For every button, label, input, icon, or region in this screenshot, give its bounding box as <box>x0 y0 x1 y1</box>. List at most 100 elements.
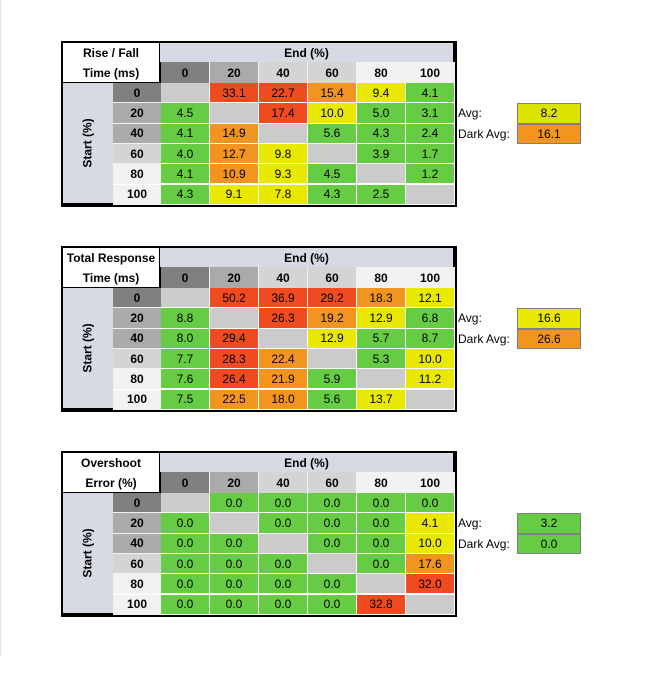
table-cell: 0.0 <box>357 553 406 575</box>
table-cell: 50.2 <box>210 288 259 309</box>
table-cell: 0.0 <box>161 574 210 595</box>
table-cell: 33.1 <box>210 83 259 104</box>
column-header: 0 <box>161 267 210 288</box>
table-cell: 10.0 <box>406 533 455 554</box>
table-cell: 7.6 <box>161 369 210 390</box>
table-cell <box>406 594 455 615</box>
column-header: 60 <box>308 267 357 288</box>
row-header: 0 <box>113 288 161 309</box>
table-cell: 0.0 <box>210 594 259 615</box>
table-cell <box>210 308 259 329</box>
end-axis-label: End (%) <box>160 246 455 267</box>
table-cell: 9.1 <box>210 184 259 205</box>
table-cell: 13.7 <box>357 389 406 410</box>
dark-avg-label: Dark Avg: <box>458 536 510 551</box>
table-cell: 12.9 <box>308 328 357 349</box>
table-title-line2: Time (ms) <box>82 65 140 80</box>
table-cell: 12.7 <box>210 143 259 165</box>
table-cell: 0.0 <box>357 493 406 514</box>
table-cell: 0.0 <box>308 513 357 534</box>
table-cell: 5.9 <box>308 369 357 390</box>
table-cell: 4.1 <box>161 164 210 185</box>
table-cell: 0.0 <box>161 533 210 554</box>
column-header: 80 <box>357 62 406 83</box>
table-cell: 26.3 <box>259 308 308 329</box>
table-cell: 3.1 <box>406 103 455 124</box>
table-cell: 0.0 <box>259 513 308 534</box>
table-cell: 28.3 <box>210 348 259 370</box>
column-header: 40 <box>259 267 308 288</box>
table-cell: 10.0 <box>406 348 455 370</box>
table-cell: 18.3 <box>357 288 406 309</box>
table-cell: 0.0 <box>259 574 308 595</box>
avg-label: Avg: <box>458 106 482 121</box>
table-cell: 29.4 <box>210 328 259 349</box>
table-cell: 4.3 <box>357 123 406 144</box>
table-cell: 19.2 <box>308 308 357 329</box>
table-cell: 21.9 <box>259 369 308 390</box>
column-header: 20 <box>210 472 259 493</box>
avg-label: Avg: <box>458 311 482 326</box>
table-cell: 1.7 <box>406 143 455 165</box>
table-title-line2: Error (%) <box>85 475 137 490</box>
table-cell: 2.5 <box>357 184 406 205</box>
row-header: 60 <box>113 348 161 370</box>
column-header: 60 <box>308 472 357 493</box>
table-cell <box>308 143 357 165</box>
table-cell: 5.6 <box>308 389 357 410</box>
column-header: 100 <box>406 62 455 83</box>
row-header: 20 <box>113 513 161 534</box>
column-header: 100 <box>406 267 455 288</box>
avg-value: 8.2 <box>517 103 581 124</box>
table-cell: 0.0 <box>161 513 210 534</box>
column-header: 100 <box>406 472 455 493</box>
column-header: 80 <box>357 267 406 288</box>
row-header: 80 <box>113 164 161 185</box>
table-cell: 15.4 <box>308 83 357 104</box>
table-cell: 11.2 <box>406 369 455 390</box>
table-cell <box>308 348 357 370</box>
row-header: 80 <box>113 369 161 390</box>
table-cell: 0.0 <box>308 574 357 595</box>
start-axis-label-text: Start (%) <box>81 323 95 373</box>
table-cell: 8.8 <box>161 308 210 329</box>
table-cell: 0.0 <box>357 533 406 554</box>
table-cell: 5.7 <box>357 328 406 349</box>
row-header: 60 <box>113 553 161 575</box>
column-header: 80 <box>357 472 406 493</box>
table-cell <box>406 389 455 410</box>
table-cell: 0.0 <box>259 553 308 575</box>
table-cell: 12.1 <box>406 288 455 309</box>
table-cell <box>406 184 455 205</box>
row-header: 20 <box>113 103 161 124</box>
start-axis-label: Start (%) <box>61 288 113 410</box>
row-header: 100 <box>113 389 161 410</box>
table-cell: 0.0 <box>308 594 357 615</box>
column-header: 20 <box>210 267 259 288</box>
avg-value: 16.6 <box>517 308 581 329</box>
table-cell: 32.0 <box>406 574 455 595</box>
table-cell <box>210 103 259 124</box>
table-cell: 4.3 <box>161 184 210 205</box>
table-cell: 10.9 <box>210 164 259 185</box>
column-header: 60 <box>308 62 357 83</box>
dark-avg-value: 16.1 <box>517 123 581 144</box>
table-cell: 29.2 <box>308 288 357 309</box>
column-header: 0 <box>161 62 210 83</box>
table-cell: 8.7 <box>406 328 455 349</box>
table-cell: 0.0 <box>259 493 308 514</box>
table-title: Rise / Fall Time (ms) <box>61 41 161 84</box>
start-axis-label-text: Start (%) <box>81 118 95 168</box>
dark-avg-label: Dark Avg: <box>458 126 510 141</box>
table-cell: 3.9 <box>357 143 406 165</box>
table-cell: 5.0 <box>357 103 406 124</box>
table-cell: 26.4 <box>210 369 259 390</box>
table-title-line1: Rise / Fall <box>82 45 140 60</box>
table-cell: 32.8 <box>357 594 406 615</box>
table-cell: 0.0 <box>210 533 259 554</box>
dark-avg-value: 26.6 <box>517 328 581 349</box>
row-header: 40 <box>113 328 161 349</box>
table-cell: 22.4 <box>259 348 308 370</box>
table-cell: 0.0 <box>210 574 259 595</box>
table-cell <box>210 513 259 534</box>
